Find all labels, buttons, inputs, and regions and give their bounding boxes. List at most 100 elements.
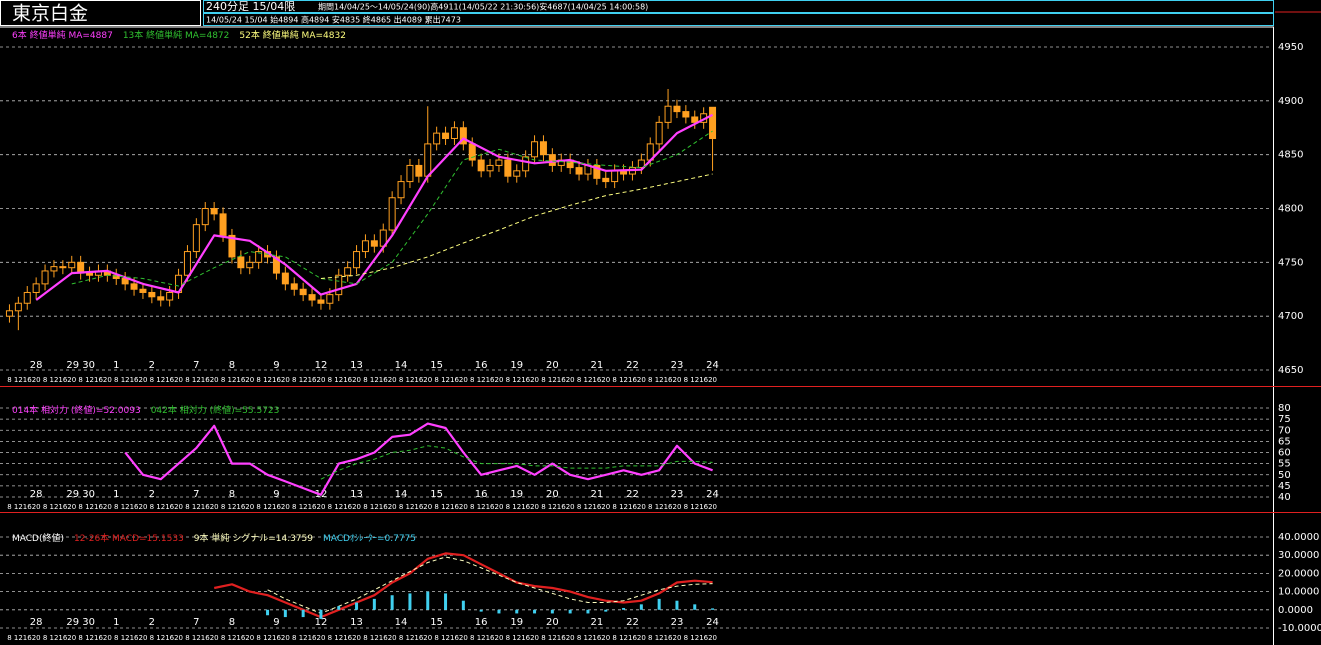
x-time-label: 8	[114, 376, 118, 384]
x-time-label: 20	[566, 503, 575, 511]
oscillator-bar	[675, 600, 679, 610]
candle-body	[201, 208, 209, 226]
x-time-label: 20	[352, 376, 361, 384]
candle-body	[397, 181, 405, 199]
oscillator-bar	[444, 593, 448, 610]
title-box	[0, 0, 201, 26]
x-time-label: 12	[121, 634, 130, 642]
x-time-label: 16	[23, 503, 32, 511]
candle-body	[459, 127, 467, 145]
x-time-label: 8	[612, 503, 616, 511]
period: 期間14/04/25～14/05/24(90)高4911(14/05/22 21…	[318, 2, 648, 12]
x-time-label: 16	[521, 503, 530, 511]
x-time-label: 20	[494, 503, 503, 511]
x-time-label: 20	[388, 503, 397, 511]
x-day-label: 12	[315, 360, 328, 371]
x-time-label: 8	[363, 503, 367, 511]
candle-body	[433, 132, 441, 145]
candle-body	[531, 141, 539, 158]
candle-body	[415, 164, 423, 177]
x-time-label: 16	[699, 634, 708, 642]
y-tick-label: 60	[1278, 448, 1291, 459]
legend-entry: 6本 終値単純 MA=4887	[12, 29, 113, 41]
candle-body	[5, 310, 13, 317]
x-time-label: 8	[185, 634, 189, 642]
x-time-label: 20	[672, 634, 681, 642]
x-time-label: 20	[32, 503, 41, 511]
x-day-label: 20	[546, 360, 559, 371]
x-time-label: 12	[441, 634, 450, 642]
x-time-label: 16	[450, 634, 459, 642]
x-time-label: 20	[530, 376, 539, 384]
x-time-label: 12	[405, 634, 414, 642]
x-time-label: 16	[94, 503, 103, 511]
x-time-label: 16	[201, 376, 210, 384]
oscillator-bar	[586, 609, 590, 614]
y-tick-label: 10.0000	[1278, 587, 1319, 598]
candle-body	[673, 105, 681, 113]
x-day-label: 19	[510, 489, 523, 500]
indicator-line	[320, 173, 713, 279]
x-time-label: 16	[414, 376, 423, 384]
candle-body	[335, 274, 343, 296]
info-box	[203, 13, 1274, 26]
candle-body	[513, 170, 521, 177]
x-time-label: 16	[379, 634, 388, 642]
y-tick-label: 70	[1278, 425, 1291, 436]
x-time-label: 8	[78, 376, 82, 384]
candle-body	[308, 294, 316, 301]
candle-body	[486, 164, 494, 172]
x-time-label: 8	[506, 634, 510, 642]
x-time-label: 20	[672, 503, 681, 511]
x-time-label: 8	[470, 503, 474, 511]
x-day-label: 7	[193, 617, 199, 628]
x-time-label: 16	[450, 376, 459, 384]
x-time-label: 20	[494, 376, 503, 384]
x-time-label: 20	[352, 634, 361, 642]
candle-body	[237, 256, 245, 269]
candle-body	[664, 105, 672, 123]
x-time-label: 16	[628, 503, 637, 511]
x-time-label: 12	[405, 503, 414, 511]
y-tick-label: 50	[1278, 470, 1291, 481]
x-time-label: 20	[637, 376, 646, 384]
x-day-label: 14	[395, 489, 408, 500]
x-time-label: 20	[708, 376, 717, 384]
candle-body	[655, 121, 663, 145]
x-time-label: 8	[7, 634, 11, 642]
candle-body	[495, 159, 503, 166]
x-time-label: 16	[236, 503, 245, 511]
x-time-label: 16	[592, 634, 601, 642]
x-time-label: 12	[156, 503, 165, 511]
x-time-label: 16	[343, 634, 352, 642]
x-time-label: 20	[103, 634, 112, 642]
x-time-label: 20	[67, 376, 76, 384]
x-time-label: 16	[450, 503, 459, 511]
x-time-label: 16	[414, 634, 423, 642]
x-time-label: 12	[192, 376, 201, 384]
candle-body	[611, 170, 619, 183]
candle-body	[41, 270, 49, 285]
x-time-label: 8	[78, 503, 82, 511]
x-time-label: 8	[648, 503, 652, 511]
x-day-label: 24	[706, 617, 719, 628]
x-time-label: 8	[114, 634, 118, 642]
title: 東京白金	[12, 3, 88, 25]
x-time-label: 8	[150, 634, 154, 642]
x-day-label: 2	[149, 360, 155, 371]
x-time-label: 16	[201, 503, 210, 511]
timeframe: 240分足 15/04限	[206, 0, 295, 13]
x-day-label: 9	[273, 617, 279, 628]
candle-body	[361, 240, 369, 253]
x-day-label: 29 30	[66, 360, 95, 371]
oscillator-bar	[426, 591, 430, 610]
x-time-label: 20	[637, 634, 646, 642]
x-time-label: 16	[308, 376, 317, 384]
x-day-label: 24	[706, 360, 719, 371]
y-tick-label: 4700	[1278, 311, 1303, 322]
x-time-label: 16	[343, 376, 352, 384]
x-time-label: 20	[138, 503, 147, 511]
y-tick-label: 4650	[1278, 365, 1303, 376]
